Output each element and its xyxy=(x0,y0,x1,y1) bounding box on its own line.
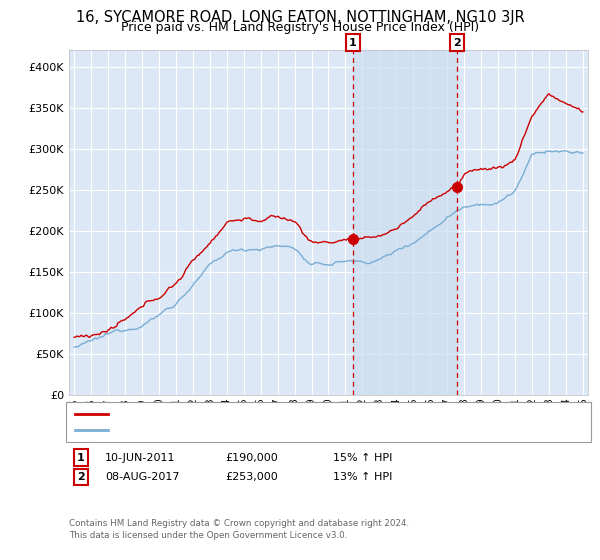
Text: 08-AUG-2017: 08-AUG-2017 xyxy=(105,472,179,482)
Text: £253,000: £253,000 xyxy=(225,472,278,482)
Text: 13% ↑ HPI: 13% ↑ HPI xyxy=(333,472,392,482)
Text: 2: 2 xyxy=(77,472,85,482)
Text: £190,000: £190,000 xyxy=(225,452,278,463)
Text: 1: 1 xyxy=(77,452,85,463)
Text: HPI: Average price, detached house, Erewash: HPI: Average price, detached house, Erew… xyxy=(114,424,351,435)
Text: 16, SYCAMORE ROAD, LONG EATON, NOTTINGHAM, NG10 3JR (detached house): 16, SYCAMORE ROAD, LONG EATON, NOTTINGHA… xyxy=(114,409,527,419)
Text: Contains HM Land Registry data © Crown copyright and database right 2024.: Contains HM Land Registry data © Crown c… xyxy=(69,520,409,529)
Text: 2: 2 xyxy=(454,38,461,48)
Bar xyxy=(353,50,457,395)
Text: This data is licensed under the Open Government Licence v3.0.: This data is licensed under the Open Gov… xyxy=(69,531,347,540)
Text: 1: 1 xyxy=(349,38,357,48)
Text: Price paid vs. HM Land Registry's House Price Index (HPI): Price paid vs. HM Land Registry's House … xyxy=(121,21,479,34)
Text: 16, SYCAMORE ROAD, LONG EATON, NOTTINGHAM, NG10 3JR: 16, SYCAMORE ROAD, LONG EATON, NOTTINGHA… xyxy=(76,10,524,25)
Text: 15% ↑ HPI: 15% ↑ HPI xyxy=(333,452,392,463)
Text: 10-JUN-2011: 10-JUN-2011 xyxy=(105,452,176,463)
